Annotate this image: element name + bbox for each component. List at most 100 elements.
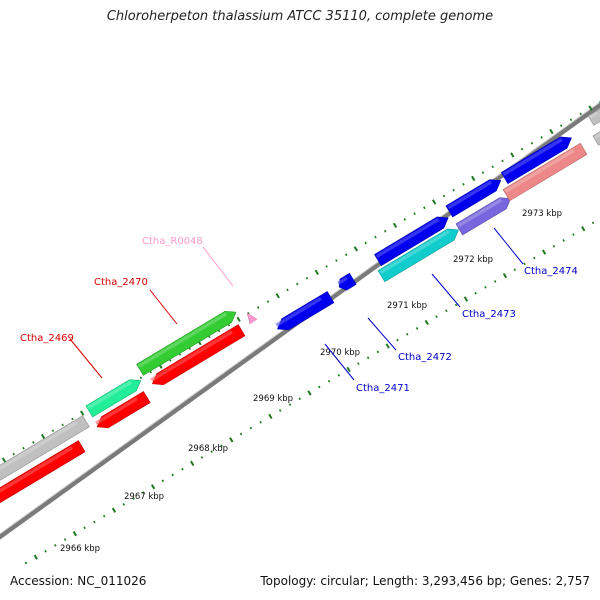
gene-leader-line (367, 317, 397, 351)
tick-mark-lower (33, 554, 38, 560)
tick-mark-lower (591, 221, 595, 225)
gene-arrow-blue-highlight (375, 217, 440, 258)
tick-mark-upper (579, 112, 583, 116)
tick-mark-lower (72, 531, 78, 537)
gene-arrow-gray-highlight (594, 133, 600, 139)
tick-mark-lower (463, 296, 469, 302)
gene-label: Ctha_2470 (94, 277, 148, 288)
gene-arrow-aqua (85, 379, 142, 418)
tick-mark-lower (44, 549, 47, 553)
tick-mark-upper (32, 441, 35, 444)
gene-arrow-gray (0, 415, 90, 481)
tick-mark-upper (383, 229, 387, 233)
gene-arrow-red-highlight (0, 446, 74, 493)
tick-mark-lower (150, 484, 156, 490)
tick-mark-lower (385, 343, 390, 349)
tick-mark-lower (54, 544, 57, 547)
kbp-label: 2969 kbp (253, 394, 293, 404)
gene-arrow-salmon-highlight (504, 148, 575, 193)
gene-leader-line (69, 338, 103, 379)
tick-mark-lower (142, 491, 145, 494)
gene-arrow-blue (338, 272, 357, 291)
tick-mark-upper (559, 124, 563, 128)
tick-mark-upper (12, 452, 16, 456)
tick-mark-lower (93, 520, 96, 524)
gene-label: Ctha_2471 (356, 383, 410, 394)
tick-mark-upper (501, 159, 504, 163)
tick-mark-upper (481, 171, 485, 174)
tick-mark-upper (423, 206, 426, 210)
accession-text: Accession: NC_011026 (10, 574, 147, 588)
gene-arrow-blue-highlight (337, 276, 348, 285)
tick-mark-upper (275, 293, 280, 299)
tick-mark-upper (364, 241, 367, 245)
tick-mark-upper (40, 433, 46, 440)
tick-mark-lower (278, 409, 282, 412)
gene-label: Ctha_R0048 (142, 236, 203, 247)
gene-arrow-blue (445, 179, 502, 218)
tick-mark-upper (520, 147, 524, 151)
tick-mark-lower (288, 403, 292, 406)
tick-mark-upper (139, 376, 143, 380)
kbp-label: 2973 kbp (522, 209, 562, 219)
gene-leader-line (149, 289, 178, 325)
tick-mark-upper (471, 175, 476, 182)
tick-mark-lower (268, 413, 273, 420)
tick-mark-lower (161, 479, 165, 483)
gene-arrow-blue-highlight (502, 137, 563, 176)
tick-mark-lower (239, 432, 243, 436)
tick-mark-lower (122, 502, 126, 506)
gene-arrow-blue-highlight (275, 296, 322, 327)
tick-mark-upper (442, 194, 446, 198)
kbp-label: 2968 kbp (188, 444, 228, 454)
tick-mark-lower (493, 280, 497, 283)
gene-leader-line (431, 273, 461, 308)
tick-mark-upper (296, 282, 299, 286)
tick-mark-lower (454, 303, 458, 307)
kbp-label: 2970 kbp (320, 348, 360, 358)
tick-mark-upper (236, 316, 241, 322)
tick-mark-lower (357, 362, 360, 365)
tick-mark-upper (530, 141, 534, 145)
gene-label: Ctha_2469 (20, 333, 74, 344)
tick-mark-lower (445, 309, 448, 313)
gene-leader-line (324, 343, 355, 381)
tick-mark-lower (220, 444, 223, 448)
gene-arrow-cyan-highlight (379, 229, 450, 274)
tick-mark-lower (63, 538, 67, 541)
tick-mark-upper (403, 218, 407, 221)
tick-mark-lower (229, 437, 234, 443)
tick-mark-upper (80, 410, 85, 416)
kbp-label: 2972 kbp (453, 255, 493, 265)
tick-mark-upper (286, 288, 289, 292)
tick-mark-upper (1, 457, 7, 463)
tick-mark-lower (249, 426, 253, 430)
kbp-label: 2967 kbp (124, 492, 164, 502)
gene-arrow-cyan (377, 228, 460, 283)
kbp-label: 2966 kbp (60, 544, 100, 554)
tick-mark-upper (588, 105, 593, 111)
tick-mark-upper (344, 253, 348, 257)
gene-label: Ctha_2474 (524, 266, 578, 277)
gene-leader-line (493, 227, 524, 265)
tick-mark-lower (502, 272, 508, 279)
tick-mark-upper (540, 136, 543, 139)
tick-mark-lower (484, 285, 487, 289)
gene-arrow-green (136, 310, 237, 376)
gene-arrow-slate (455, 197, 512, 236)
tick-mark-lower (210, 450, 213, 453)
tick-mark-lower (132, 497, 135, 500)
tick-mark-lower (102, 514, 106, 518)
tick-mark-upper (569, 118, 573, 122)
tick-mark-lower (562, 239, 565, 242)
tick-mark-upper (314, 269, 319, 275)
genome-summary-text: Topology: circular; Length: 3,293,456 bp… (260, 574, 590, 588)
tick-mark-lower (259, 420, 262, 424)
tick-mark-upper (266, 300, 270, 303)
tick-mark-upper (51, 429, 55, 433)
tick-mark-lower (474, 291, 477, 295)
tick-mark-lower (435, 315, 438, 319)
tick-mark-upper (491, 165, 495, 169)
tick-mark-upper (510, 152, 515, 158)
